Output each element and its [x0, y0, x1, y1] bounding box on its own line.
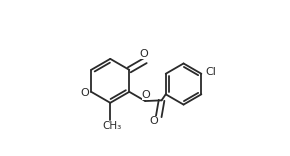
Text: CH₃: CH₃	[102, 121, 121, 131]
Text: Cl: Cl	[206, 67, 217, 77]
Text: O: O	[149, 116, 158, 126]
Text: O: O	[142, 90, 150, 100]
Text: O: O	[139, 49, 148, 59]
Text: O: O	[80, 88, 89, 98]
